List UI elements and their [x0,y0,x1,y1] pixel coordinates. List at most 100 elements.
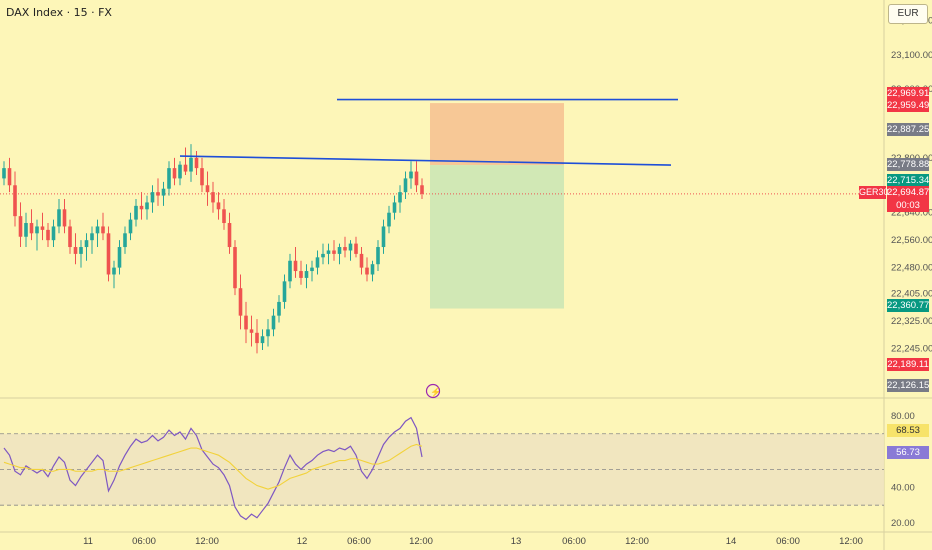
candle-body [68,226,72,248]
price-label-last-green: 22,715.34 [887,174,930,187]
candle-body [18,216,23,237]
candle-body [354,243,358,254]
candle-body [183,164,188,172]
candle-body [112,267,116,275]
rsi-ma-line [3,443,423,490]
candle-body [376,247,380,265]
candle-body [337,247,342,254]
candle-body [315,257,320,268]
candle-body [101,226,105,234]
rsi-tick-label: 80.00 [891,411,915,422]
candle-body [106,233,111,275]
candle-body [398,192,402,203]
time-tick-label: 06:00 [132,536,156,547]
current-price: 22,694.87 [887,187,930,198]
candle-body [46,229,50,241]
candle-body [260,336,265,344]
lightning-icon: ⚡ [430,386,441,398]
candle-body [84,240,89,248]
candle-body [282,281,287,302]
time-tick-label: 12:00 [839,536,863,547]
candle-body [128,219,133,234]
chart-title: DAX Index · 15 · FX [6,6,112,19]
rsi-tick-label: 40.00 [891,482,915,493]
candle-body [194,157,199,169]
candle-body [172,168,177,179]
price-tick-label: 22,245.00 [891,343,932,354]
symbol-tag: GER30 [859,186,889,199]
candle-body [57,209,61,227]
candle-body [150,192,155,203]
candle-body [304,271,309,278]
price-tick-label: 22,560.00 [891,235,932,246]
candle-body [381,226,386,248]
candle-body [123,233,127,248]
candle-body [51,226,56,241]
event-marker-icon [425,383,441,399]
trend-line [179,155,672,166]
candle-body [277,301,281,316]
candle-body [321,253,325,258]
candle-body [13,185,17,217]
candle-body [139,205,144,210]
currency-button[interactable]: EUR [888,4,928,24]
time-tick-label: 11 [83,536,93,547]
candle-body [134,205,138,220]
take-profit-zone [430,165,564,309]
candle-body [117,247,122,268]
candle-body [348,243,353,251]
candle-body [403,178,408,193]
price-label-stop: 22,959.49 [887,99,930,112]
time-tick-label: 06:00 [562,536,586,547]
candle-body [255,332,259,344]
price-label-target: 22,360.77 [887,299,930,312]
candle-body [365,267,369,275]
candle-body [370,264,375,275]
candle-body [310,267,314,272]
candle-body [359,253,364,268]
candle-body [392,202,397,213]
candle-body [271,315,276,330]
candle-body [161,188,166,196]
candle-body [200,168,204,186]
candle-body [211,192,215,203]
candle-body [420,185,424,194]
candle-body [249,329,254,333]
time-tick-label: 06:00 [347,536,371,547]
candle-body [326,250,331,254]
candle-body [73,247,78,254]
candle-body [90,233,94,241]
candle-body [288,260,292,282]
candle-body [35,226,39,234]
time-tick-label: 13 [511,536,522,547]
candle-body [387,212,391,227]
candle-body [79,247,83,254]
candle-body [222,209,226,224]
candle-body [343,247,347,251]
candle-body [299,271,303,278]
current-price-tag: 22,694.87 00:03 [887,186,929,212]
candle-body [414,171,419,186]
candle-body [24,223,28,237]
rsi-ma-label: 68.53 [887,424,929,437]
price-label-low2: 22,126.15 [887,379,930,392]
candle-body [216,202,221,210]
candle-body [332,250,336,254]
candle-body [409,171,413,179]
candle-body [95,226,100,234]
rsi-tick-label: 20.00 [891,518,915,529]
candle-body [227,223,232,248]
candle-body [205,185,210,193]
candle-body [189,157,193,172]
time-tick-label: 14 [726,536,737,547]
candle-body [233,247,237,289]
time-tick-label: 06:00 [776,536,800,547]
time-tick-label: 12:00 [625,536,649,547]
price-tick-label: 23,100.00 [891,50,932,61]
price-tick-label: 22,480.00 [891,263,932,274]
candle-body [62,209,67,227]
candle-body [156,192,160,196]
price-tick-label: 22,405.00 [891,288,932,299]
